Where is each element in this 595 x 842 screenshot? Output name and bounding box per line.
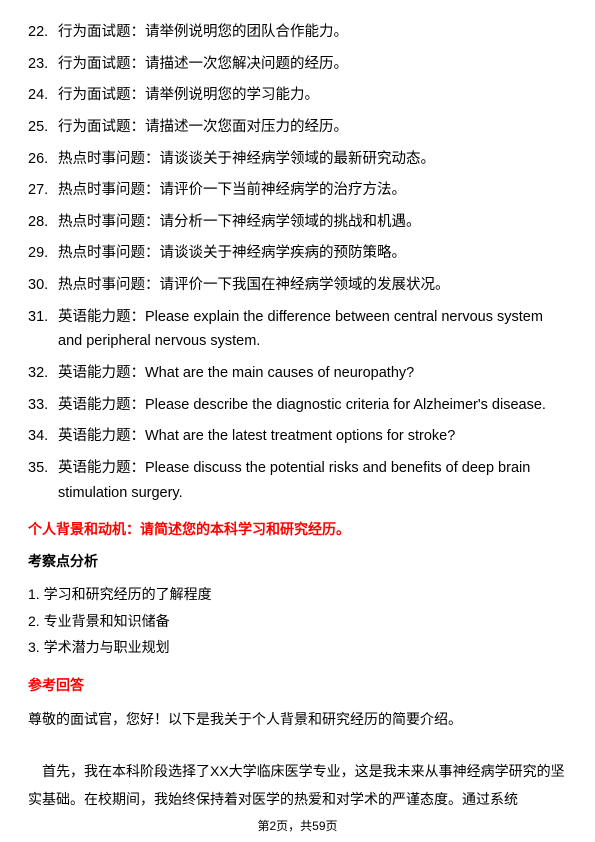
analysis-item: 1. 学习和研究经历的了解程度	[28, 581, 567, 608]
question-item: 30.热点时事问题：请评价一下我国在神经病学领域的发展状况。	[28, 273, 567, 298]
question-number: 34.	[28, 424, 58, 449]
question-number: 28.	[28, 210, 58, 235]
question-number: 27.	[28, 178, 58, 203]
reference-answer-heading: 参考回答	[28, 675, 567, 695]
question-text: 行为面试题：请描述一次您面对压力的经历。	[58, 115, 567, 140]
question-text: 热点时事问题：请评价一下我国在神经病学领域的发展状况。	[58, 273, 567, 298]
question-number: 29.	[28, 241, 58, 266]
question-number: 23.	[28, 52, 58, 77]
question-item: 34.英语能力题：What are the latest treatment o…	[28, 424, 567, 449]
question-number: 35.	[28, 456, 58, 505]
page-footer: 第2页，共59页	[0, 817, 595, 834]
question-number: 22.	[28, 20, 58, 45]
question-number: 24.	[28, 83, 58, 108]
analysis-heading: 考察点分析	[28, 551, 567, 571]
question-text: 热点时事问题：请评价一下当前神经病学的治疗方法。	[58, 178, 567, 203]
question-item: 25.行为面试题：请描述一次您面对压力的经历。	[28, 115, 567, 140]
question-text: 英语能力题：Please discuss the potential risks…	[58, 456, 567, 505]
question-item: 32.英语能力题：What are the main causes of neu…	[28, 361, 567, 386]
question-item: 31.英语能力题：Please explain the difference b…	[28, 305, 567, 354]
reference-intro: 尊敬的面试官，您好！以下是我关于个人背景和研究经历的简要介绍。	[28, 705, 567, 733]
question-number: 30.	[28, 273, 58, 298]
question-text: 行为面试题：请描述一次您解决问题的经历。	[58, 52, 567, 77]
question-number: 31.	[28, 305, 58, 354]
question-number: 32.	[28, 361, 58, 386]
question-number: 26.	[28, 147, 58, 172]
question-number: 33.	[28, 393, 58, 418]
question-text: 行为面试题：请举例说明您的团队合作能力。	[58, 20, 567, 45]
question-text: 热点时事问题：请谈谈关于神经病学疾病的预防策略。	[58, 241, 567, 266]
question-text: 英语能力题：What are the latest treatment opti…	[58, 424, 567, 449]
question-list: 22.行为面试题：请举例说明您的团队合作能力。23.行为面试题：请描述一次您解决…	[28, 20, 567, 505]
section-title: 个人背景和动机：请简述您的本科学习和研究经历。	[28, 519, 567, 539]
question-number: 25.	[28, 115, 58, 140]
question-text: 行为面试题：请举例说明您的学习能力。	[58, 83, 567, 108]
question-item: 27.热点时事问题：请评价一下当前神经病学的治疗方法。	[28, 178, 567, 203]
question-item: 23.行为面试题：请描述一次您解决问题的经历。	[28, 52, 567, 77]
reference-paragraph: 首先，我在本科阶段选择了XX大学临床医学专业，这是我未来从事神经病学研究的坚实基…	[28, 757, 567, 813]
question-item: 22.行为面试题：请举例说明您的团队合作能力。	[28, 20, 567, 45]
analysis-item: 3. 学术潜力与职业规划	[28, 634, 567, 661]
question-item: 24.行为面试题：请举例说明您的学习能力。	[28, 83, 567, 108]
question-item: 26.热点时事问题：请谈谈关于神经病学领域的最新研究动态。	[28, 147, 567, 172]
question-item: 29.热点时事问题：请谈谈关于神经病学疾病的预防策略。	[28, 241, 567, 266]
question-text: 英语能力题：What are the main causes of neurop…	[58, 361, 567, 386]
question-text: 热点时事问题：请谈谈关于神经病学领域的最新研究动态。	[58, 147, 567, 172]
question-text: 英语能力题：Please describe the diagnostic cri…	[58, 393, 567, 418]
question-item: 35.英语能力题：Please discuss the potential ri…	[28, 456, 567, 505]
question-text: 英语能力题：Please explain the difference betw…	[58, 305, 567, 354]
question-text: 热点时事问题：请分析一下神经病学领域的挑战和机遇。	[58, 210, 567, 235]
question-item: 28.热点时事问题：请分析一下神经病学领域的挑战和机遇。	[28, 210, 567, 235]
question-item: 33.英语能力题：Please describe the diagnostic …	[28, 393, 567, 418]
analysis-item: 2. 专业背景和知识储备	[28, 608, 567, 635]
analysis-list: 1. 学习和研究经历的了解程度2. 专业背景和知识储备3. 学术潜力与职业规划	[28, 581, 567, 661]
